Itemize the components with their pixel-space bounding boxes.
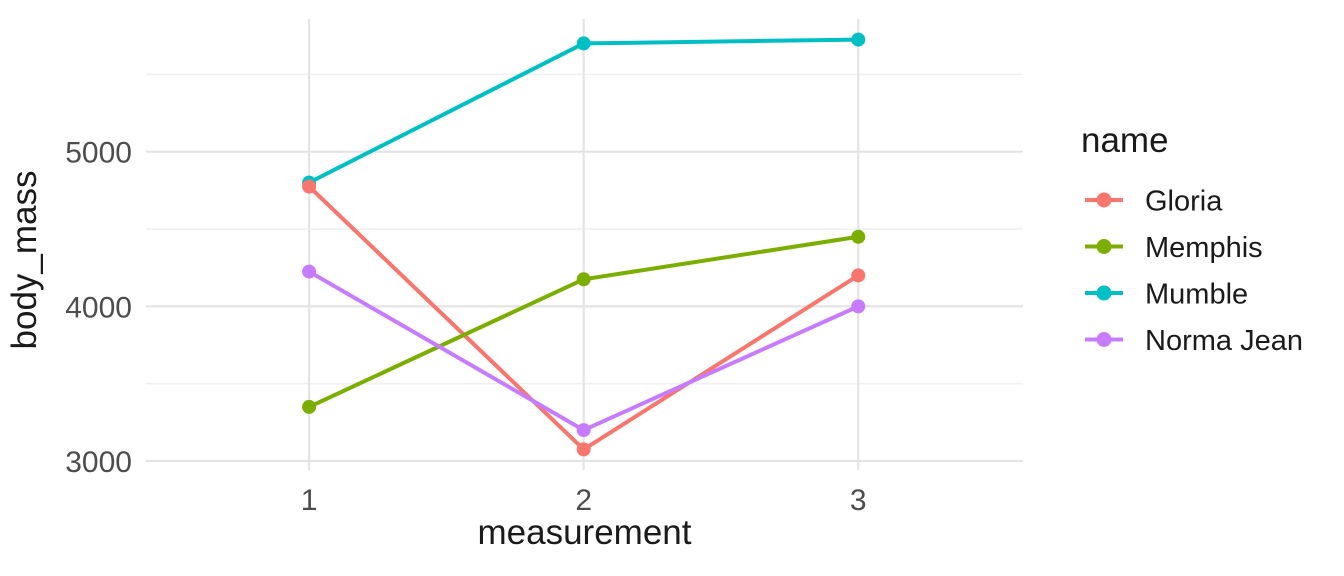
y-axis-title: body_mass bbox=[5, 171, 44, 350]
y-tick-label-5000: 5000 bbox=[65, 137, 132, 170]
legend-key-dot-norma-jean bbox=[1096, 332, 1112, 347]
point-norma-jean-2 bbox=[576, 423, 591, 438]
legend-label-gloria: Gloria bbox=[1145, 186, 1223, 218]
y-tick-label-3000: 3000 bbox=[65, 446, 132, 479]
legend-item-gloria: Gloria bbox=[1085, 186, 1223, 218]
legend-title: name bbox=[1081, 121, 1169, 160]
x-tick-label-1: 1 bbox=[301, 484, 318, 517]
point-memphis-2 bbox=[576, 272, 591, 287]
x-axis-title: measurement bbox=[478, 513, 692, 552]
legend-item-norma-jean: Norma Jean bbox=[1085, 325, 1303, 357]
legend-label-norma-jean: Norma Jean bbox=[1145, 325, 1303, 357]
point-norma-jean-3 bbox=[851, 299, 866, 314]
legend-item-memphis: Memphis bbox=[1085, 232, 1263, 264]
y-tick-label-4000: 4000 bbox=[65, 291, 132, 324]
legend-label-memphis: Memphis bbox=[1145, 232, 1263, 264]
legend-key-dot-memphis bbox=[1096, 239, 1112, 254]
point-gloria-3 bbox=[851, 268, 866, 283]
x-tick-label-2: 2 bbox=[575, 484, 592, 517]
point-norma-jean-1 bbox=[302, 264, 317, 279]
point-mumble-3 bbox=[851, 32, 866, 47]
legend-label-mumble: Mumble bbox=[1145, 279, 1248, 311]
x-tick-label-3: 3 bbox=[850, 484, 867, 517]
legend: name Gloria Memphis Mumble Norma Jean bbox=[1081, 121, 1303, 357]
legend-key-dot-mumble bbox=[1096, 285, 1112, 301]
legend-key-dot-gloria bbox=[1096, 192, 1112, 208]
point-gloria-1 bbox=[302, 179, 317, 194]
point-gloria-2 bbox=[576, 442, 591, 457]
point-mumble-2 bbox=[576, 36, 591, 51]
point-memphis-1 bbox=[302, 399, 317, 414]
point-memphis-3 bbox=[851, 229, 866, 244]
legend-item-mumble: Mumble bbox=[1085, 279, 1248, 311]
